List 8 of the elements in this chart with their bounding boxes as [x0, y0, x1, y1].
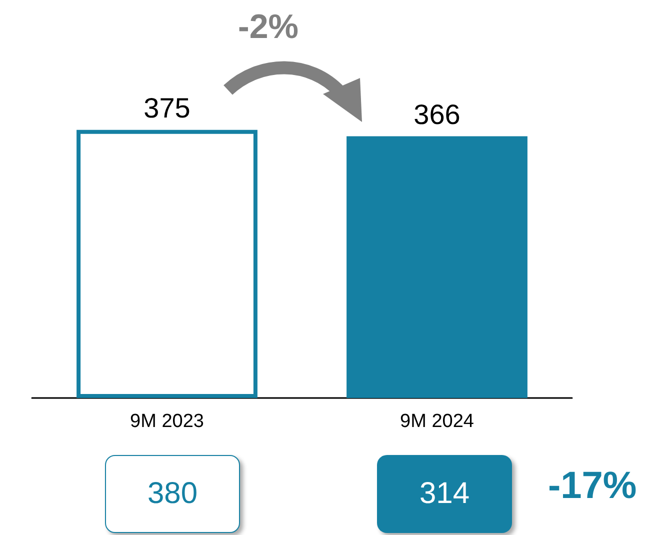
text: 380: [105, 455, 240, 533]
text: -17%: [548, 465, 637, 508]
data-label: 375: [144, 92, 190, 124]
data-label: 366: [414, 98, 460, 130]
x-tick-label: 9M 2024: [400, 411, 474, 432]
text: 314: [377, 455, 512, 533]
text: -2%: [238, 8, 298, 47]
x-tick-label: 9M 2023: [130, 411, 204, 432]
